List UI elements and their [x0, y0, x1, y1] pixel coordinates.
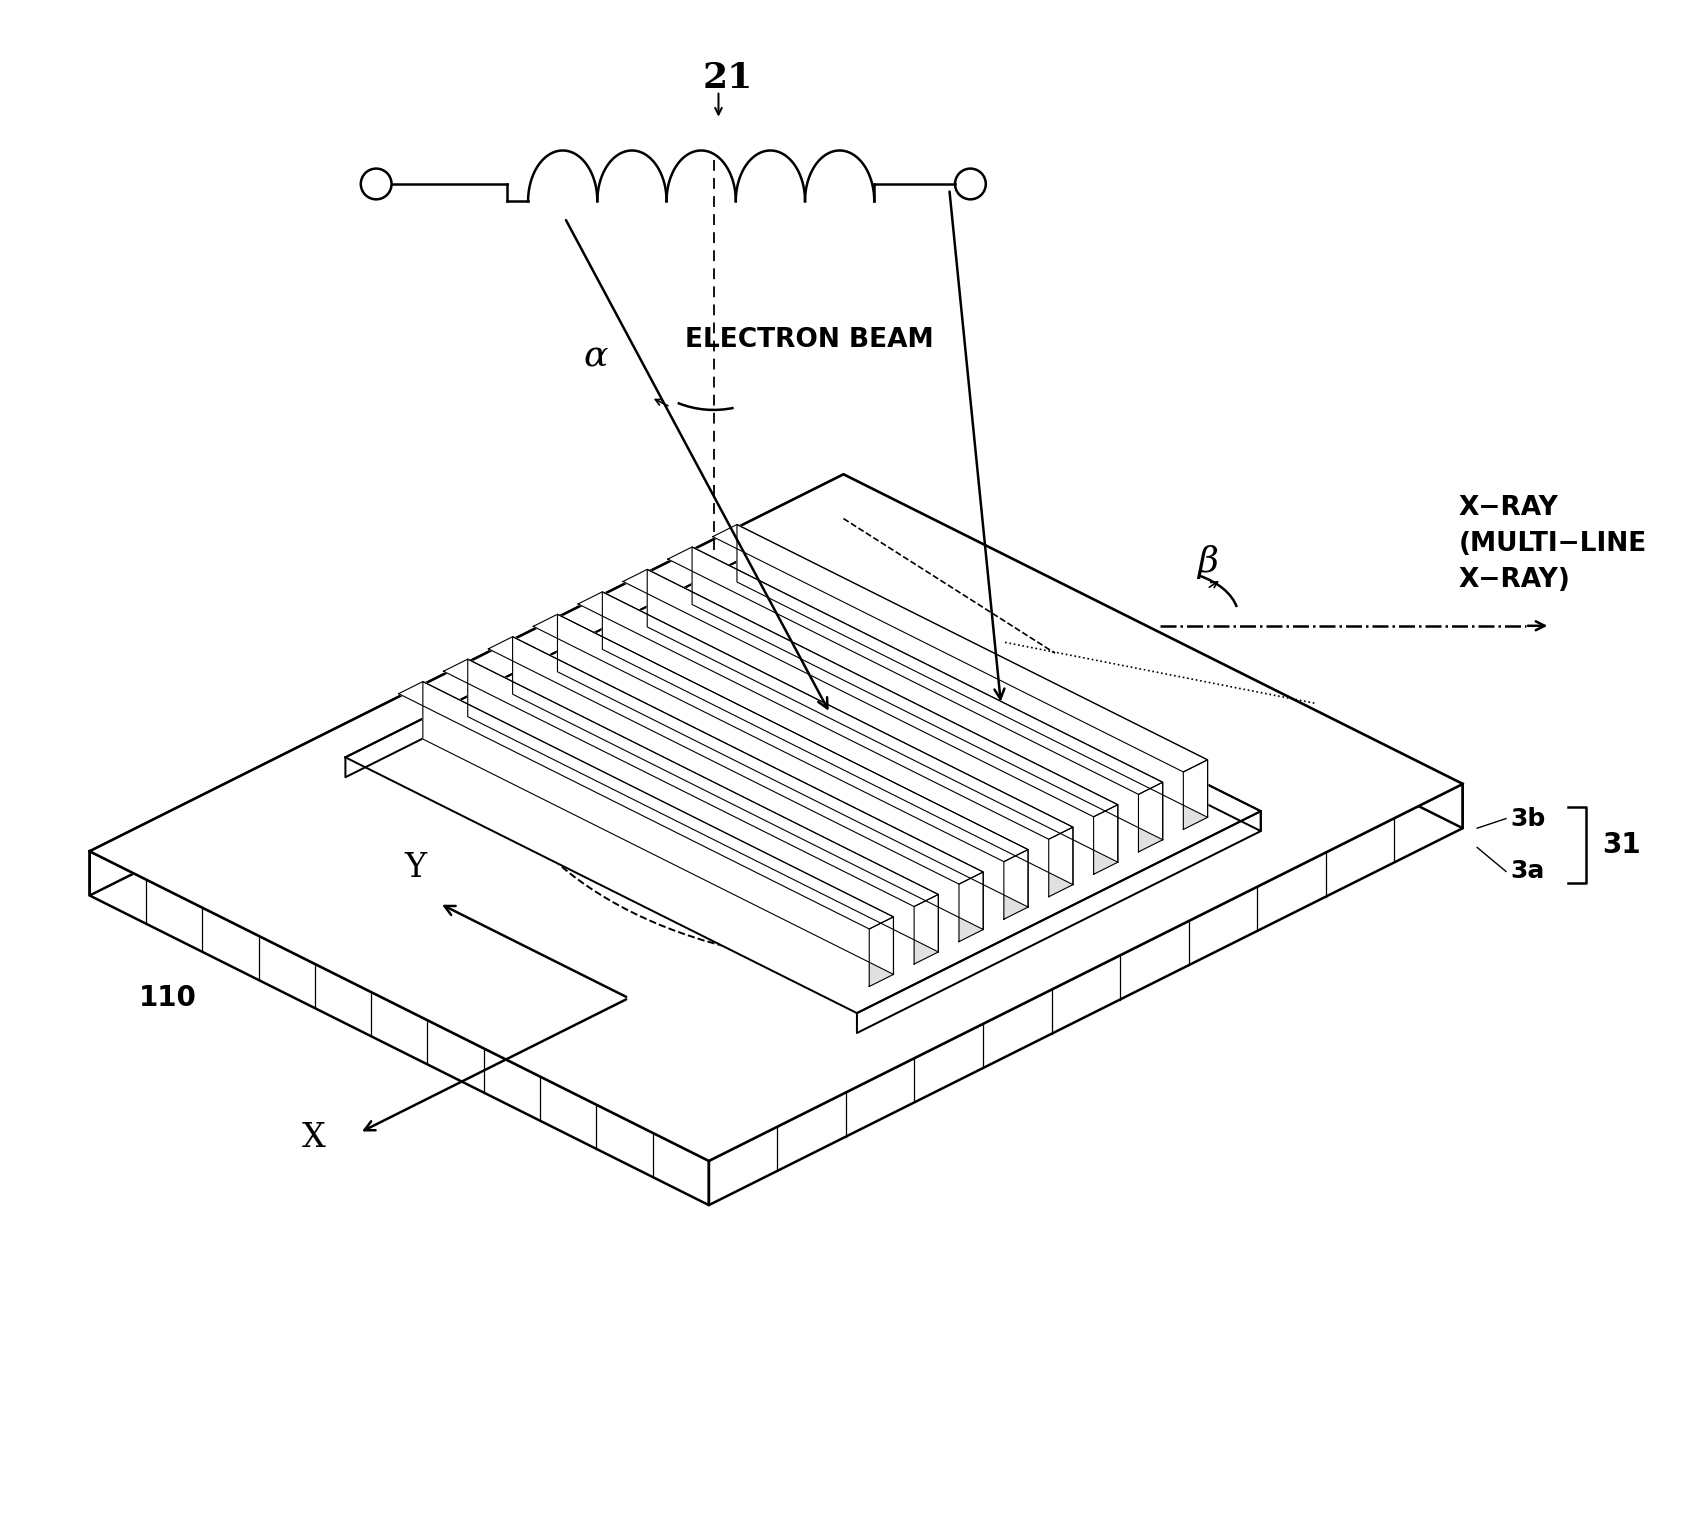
Polygon shape — [868, 917, 893, 987]
Polygon shape — [1048, 828, 1073, 897]
Text: X−RAY
(MULTI−LINE
X−RAY): X−RAY (MULTI−LINE X−RAY) — [1458, 496, 1647, 593]
Polygon shape — [1002, 849, 1028, 919]
Text: ELECTRON BEAM: ELECTRON BEAM — [685, 327, 934, 353]
Text: 3b: 3b — [1510, 807, 1546, 831]
Polygon shape — [513, 637, 982, 929]
Polygon shape — [422, 682, 893, 975]
Polygon shape — [711, 525, 1208, 772]
Text: X: X — [301, 1122, 326, 1154]
Text: α: α — [584, 340, 607, 373]
Polygon shape — [89, 852, 708, 1205]
Polygon shape — [737, 525, 1208, 817]
Polygon shape — [708, 784, 1462, 1205]
Polygon shape — [691, 547, 1162, 840]
Polygon shape — [1137, 782, 1162, 852]
Polygon shape — [345, 555, 748, 778]
Polygon shape — [843, 475, 1462, 828]
Polygon shape — [89, 475, 843, 896]
Polygon shape — [488, 637, 982, 884]
Text: 110: 110 — [138, 984, 197, 1011]
Polygon shape — [748, 555, 1260, 831]
Polygon shape — [668, 547, 1162, 794]
Polygon shape — [468, 659, 939, 952]
Text: β: β — [1196, 546, 1218, 579]
Polygon shape — [602, 591, 1073, 885]
Polygon shape — [557, 614, 1028, 907]
Polygon shape — [1182, 760, 1208, 829]
Text: 31: 31 — [1601, 831, 1640, 860]
Polygon shape — [579, 591, 1073, 840]
Polygon shape — [648, 570, 1117, 863]
Polygon shape — [399, 682, 893, 929]
Text: 21: 21 — [703, 61, 754, 96]
Polygon shape — [89, 475, 1462, 1161]
Polygon shape — [959, 872, 982, 941]
Polygon shape — [622, 570, 1117, 817]
Polygon shape — [345, 555, 1260, 1013]
Text: 3a: 3a — [1510, 860, 1544, 884]
Text: Y: Y — [404, 852, 426, 884]
Polygon shape — [444, 659, 939, 907]
Polygon shape — [1093, 805, 1117, 875]
Polygon shape — [913, 894, 939, 964]
Polygon shape — [533, 614, 1028, 861]
Polygon shape — [856, 811, 1260, 1032]
